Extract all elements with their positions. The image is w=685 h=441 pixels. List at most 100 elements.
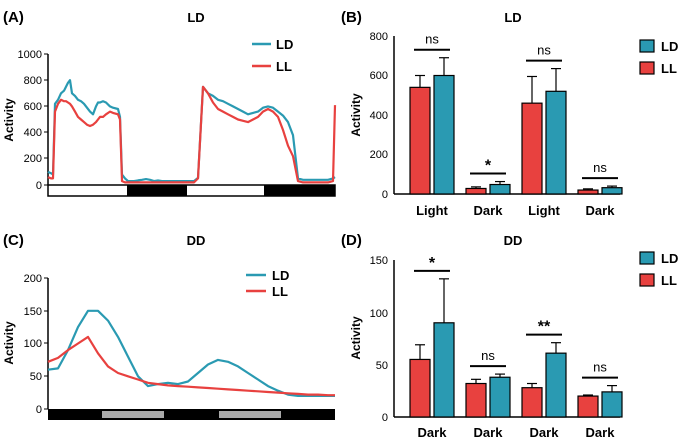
bar-ld xyxy=(489,183,511,195)
significance-label: ns xyxy=(425,32,439,47)
significance-label: ns xyxy=(593,160,607,175)
panel-a-letter: (A) xyxy=(3,9,24,26)
legend-ll-label: LL xyxy=(276,59,292,74)
panel-b-ytick: 600 xyxy=(370,70,388,82)
panel-d-ytick: 50 xyxy=(376,360,388,372)
significance-label: * xyxy=(485,158,492,175)
panel-c-title: DD xyxy=(187,233,206,248)
legend-ll-label: LL xyxy=(272,284,288,299)
panel-a-ytick: 1000 xyxy=(18,49,42,61)
panel-b-xtick: Light xyxy=(416,203,448,218)
bar-ll xyxy=(409,86,431,195)
panel-c-gray-block xyxy=(102,411,164,418)
panel-d-letter: (D) xyxy=(341,232,362,249)
panel-c-legend: LD LL xyxy=(246,268,289,299)
panel-c-series xyxy=(47,309,335,397)
legend-ld-label: LD xyxy=(272,268,289,283)
legend-ld-swatch xyxy=(639,39,655,53)
panel-d-ytick: 0 xyxy=(382,412,388,424)
bar-ll xyxy=(465,187,487,195)
panel-b: (B) LD Activity 800 600 400 200 0 ns*nsn… xyxy=(341,9,678,218)
bar-ll xyxy=(409,358,431,418)
panel-c-letter: (C) xyxy=(3,232,24,249)
panel-b-xtick: Dark xyxy=(586,203,616,218)
panel-a-yticks: 1000 800 600 400 200 0 xyxy=(18,49,42,192)
panel-a-dark-block xyxy=(264,185,335,196)
legend-ld-label: LD xyxy=(661,251,678,266)
panel-d-xtick: Dark xyxy=(530,425,560,440)
panel-b-bars: ns * ns ns xyxy=(409,32,623,195)
legend-ld-label: LD xyxy=(276,37,293,52)
series-line-ld xyxy=(47,309,335,397)
panel-b-xtick: Light xyxy=(528,203,560,218)
legend-ll-label: LL xyxy=(661,273,677,288)
bar-ll xyxy=(465,382,487,418)
panel-a-ytick: 0 xyxy=(36,180,42,192)
panel-a-series xyxy=(47,79,337,184)
bar-ld xyxy=(433,74,455,195)
significance-label: ns xyxy=(593,360,607,375)
legend-ld-label: LD xyxy=(661,39,678,54)
panel-d-xticks: Dark Dark Dark Dark xyxy=(418,425,616,440)
panel-a-ytick: 800 xyxy=(24,75,42,87)
panel-b-xticks: Light Dark Light Dark xyxy=(416,203,615,218)
panel-a-ylabel: Activity xyxy=(2,98,16,142)
panel-c-ytick: 100 xyxy=(24,338,42,350)
bar-ld xyxy=(545,90,567,195)
bar-ll xyxy=(577,189,599,195)
panel-d-ylabel: Activity xyxy=(349,316,363,360)
significance-label: ** xyxy=(538,319,551,336)
bar-ll xyxy=(577,395,599,418)
panel-b-ytick: 0 xyxy=(382,189,388,201)
panel-d-bars: * ns ** ns xyxy=(409,255,623,418)
panel-a-ytick: 400 xyxy=(24,127,42,139)
series-line-ll xyxy=(47,85,337,184)
panel-d-xtick: Dark xyxy=(586,425,616,440)
bar-ll xyxy=(521,387,543,418)
bar-ld xyxy=(601,187,623,195)
panel-a-title: LD xyxy=(187,10,204,25)
bar-ld xyxy=(489,376,511,418)
bar-ld xyxy=(601,391,623,418)
significance-label: * xyxy=(429,255,436,272)
panel-a-dark-block xyxy=(127,185,187,196)
panel-d-xtick: Dark xyxy=(474,425,504,440)
legend-ll-swatch xyxy=(639,273,655,287)
panel-b-letter: (B) xyxy=(341,9,362,26)
panel-b-ytick: 400 xyxy=(370,110,388,122)
significance-label: ns xyxy=(537,43,551,58)
panel-c-ytick: 200 xyxy=(24,273,42,285)
panel-a-ytick: 200 xyxy=(24,153,42,165)
legend-ll-label: LL xyxy=(661,61,677,76)
panel-d: (D) DD Activity 150 100 50 0 * ns ** ns Dar… xyxy=(341,232,678,440)
panel-c-ytick: 0 xyxy=(36,404,42,416)
panel-a-legend: LD LL xyxy=(252,37,293,74)
significance-label: ns xyxy=(481,348,495,363)
panel-b-legend: LD LL xyxy=(639,39,678,76)
panel-b-ytick: 800 xyxy=(370,31,388,43)
legend-ld-swatch xyxy=(639,251,655,265)
panel-c: (C) DD Activity 200 150 100 50 0 LD LL xyxy=(2,232,335,420)
panel-c-ylabel: Activity xyxy=(2,321,16,365)
panel-b-xtick: Dark xyxy=(474,203,504,218)
panel-c-ytick: 150 xyxy=(24,306,42,318)
panel-a-ytick: 600 xyxy=(24,101,42,113)
series-line-ld xyxy=(47,79,336,183)
panel-c-gray-block xyxy=(219,411,281,418)
panel-d-ytick: 100 xyxy=(370,308,388,320)
panel-a: (A) LD Activity 1000 800 600 400 200 0 L… xyxy=(2,9,337,197)
panel-c-ytick: 50 xyxy=(30,371,42,383)
bar-ld xyxy=(545,352,567,418)
panel-d-ytick: 150 xyxy=(370,255,388,267)
series-line-ll xyxy=(47,335,335,397)
panel-d-legend: LD LL xyxy=(639,251,678,288)
bar-ld xyxy=(433,322,455,418)
panel-b-title: LD xyxy=(504,10,521,25)
panel-d-title: DD xyxy=(504,233,523,248)
panel-c-dd-bar xyxy=(48,409,335,420)
panel-b-ytick: 200 xyxy=(370,149,388,161)
panel-d-xtick: Dark xyxy=(418,425,448,440)
legend-ll-swatch xyxy=(639,61,655,75)
panel-b-ylabel: Activity xyxy=(349,93,363,137)
